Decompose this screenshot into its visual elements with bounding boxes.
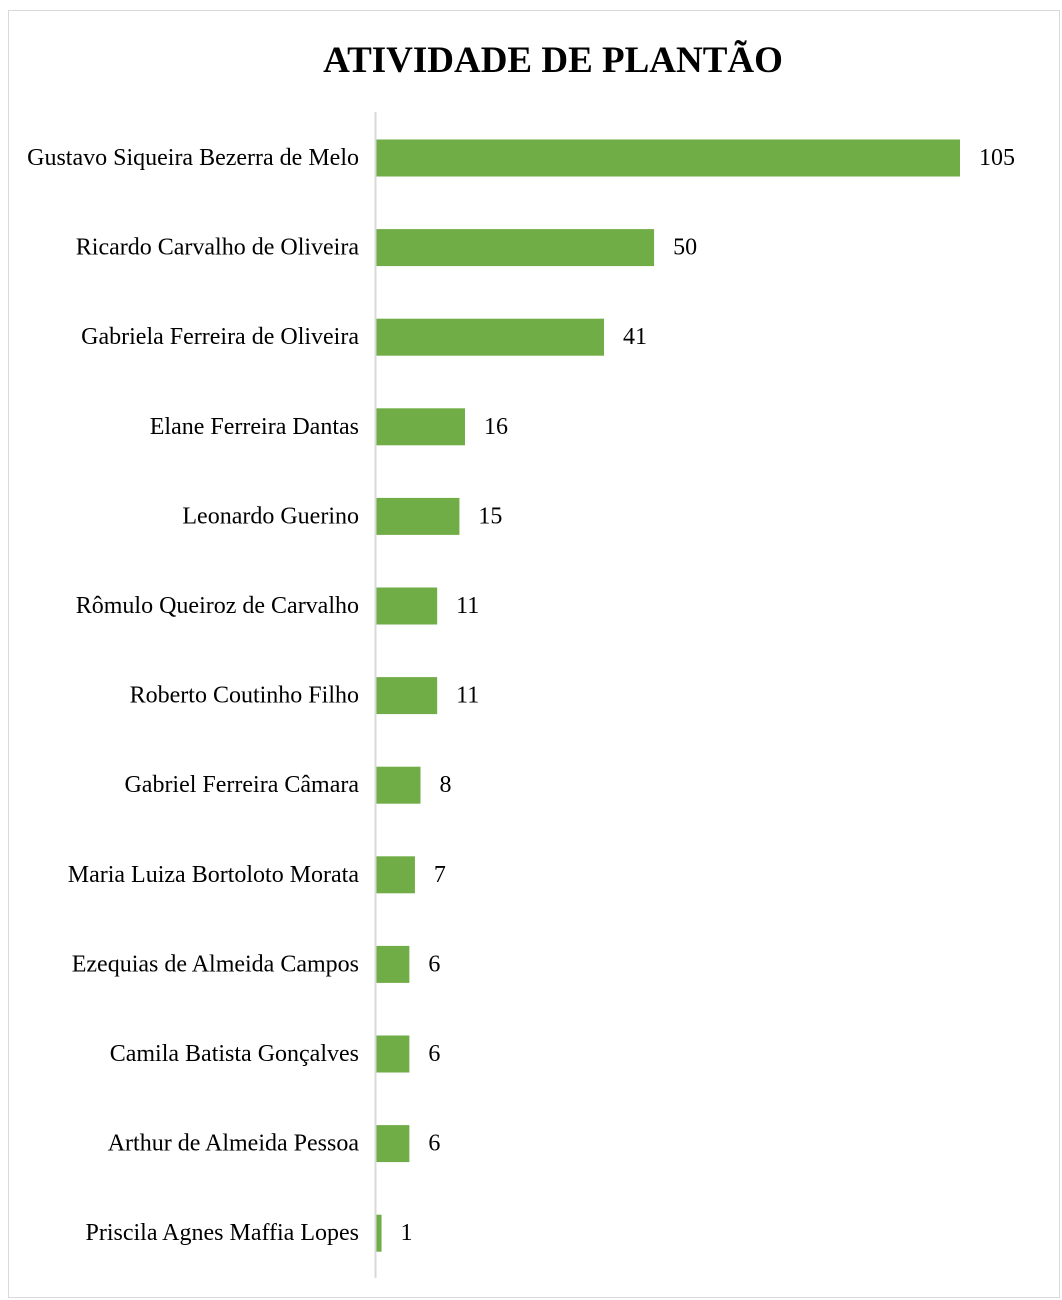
bars-group: Gustavo Siqueira Bezerra de Melo 105 Ricar… (27, 139, 1015, 1252)
category-label: Ezequias de Almeida Campos (72, 951, 359, 977)
data-label: 50 (673, 235, 697, 261)
data-label: 6 (428, 1041, 440, 1067)
data-label: 6 (428, 1131, 440, 1157)
category-label: Roberto Coutinho Filho (130, 683, 359, 709)
data-label: 41 (623, 324, 647, 350)
data-label: 6 (428, 951, 440, 977)
category-label: Gustavo Siqueira Bezerra de Melo (27, 145, 359, 171)
data-label: 8 (439, 772, 451, 798)
bar (376, 677, 438, 715)
bar (376, 1214, 382, 1252)
category-label: Camila Batista Gonçalves (110, 1041, 359, 1067)
bar (376, 408, 465, 446)
data-label: 11 (456, 683, 479, 709)
category-label: Rômulo Queiroz de Carvalho (76, 593, 359, 619)
category-label: Gabriel Ferreira Câmara (124, 772, 359, 798)
chart-frame (8, 10, 1060, 1298)
data-label: 15 (478, 503, 502, 529)
bar (376, 945, 410, 983)
bar (376, 587, 438, 625)
data-label: 105 (979, 145, 1015, 171)
category-label: Leonardo Guerino (182, 503, 359, 529)
category-label: Priscila Agnes Maffia Lopes (85, 1220, 359, 1246)
bar (376, 139, 960, 177)
category-label: Arthur de Almeida Pessoa (108, 1131, 360, 1157)
chart-title: ATIVIDADE DE PLANTÃO (323, 39, 783, 81)
bar (376, 856, 415, 894)
bar (376, 229, 655, 267)
bar (376, 1035, 410, 1073)
data-label: 11 (456, 593, 479, 619)
data-label: 7 (434, 862, 446, 888)
bar (376, 318, 605, 356)
bar (376, 766, 421, 804)
category-label: Elane Ferreira Dantas (150, 414, 359, 440)
bar (376, 1125, 410, 1163)
data-label: 1 (401, 1220, 413, 1246)
bar (376, 497, 460, 535)
category-label: Gabriela Ferreira de Oliveira (81, 324, 359, 350)
category-label: Maria Luiza Bortoloto Morata (68, 862, 360, 888)
category-label: Ricardo Carvalho de Oliveira (76, 235, 360, 261)
data-label: 16 (484, 414, 508, 440)
